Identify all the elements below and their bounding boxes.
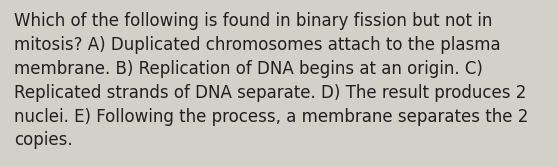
- Text: Which of the following is found in binary fission but not in
mitosis? A) Duplica: Which of the following is found in binar…: [14, 12, 528, 149]
